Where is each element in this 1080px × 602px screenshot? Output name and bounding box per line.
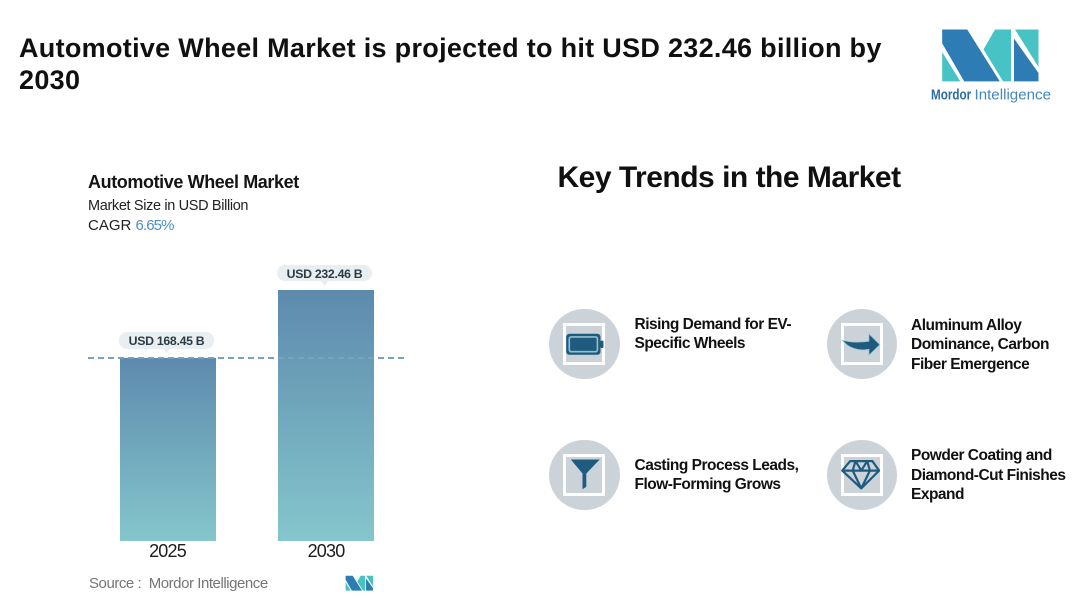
svg-text:Intelligence: Intelligence [975,87,1052,104]
svg-text:Mordor: Mordor [931,87,971,104]
